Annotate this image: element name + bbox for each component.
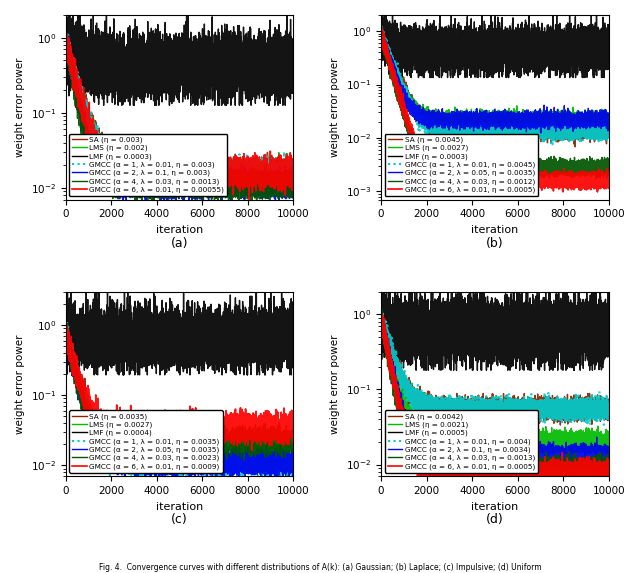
Y-axis label: weight error power: weight error power — [15, 334, 25, 434]
Text: Fig. 4.  Convergence curves with different distributions of A(k): (a) Gaussian; : Fig. 4. Convergence curves with differen… — [99, 563, 541, 572]
X-axis label: iteration: iteration — [156, 501, 203, 512]
Y-axis label: weight error power: weight error power — [15, 57, 25, 157]
Text: (c): (c) — [171, 513, 188, 526]
Text: (a): (a) — [171, 237, 188, 250]
Text: (b): (b) — [486, 237, 504, 250]
X-axis label: iteration: iteration — [471, 225, 518, 235]
Legend: SA (η = 0.003), LMS (η = 0.002), LMF (η = 0.0003), GMCC (α = 1, λ = 0.01, η = 0.: SA (η = 0.003), LMS (η = 0.002), LMF (η … — [69, 134, 227, 196]
Text: (d): (d) — [486, 513, 504, 526]
Legend: SA (η = 0.0045), LMS (η = 0.0027), LMF (η = 0.0003), GMCC (α = 1, λ = 0.01, η = : SA (η = 0.0045), LMS (η = 0.0027), LMF (… — [385, 134, 538, 196]
Y-axis label: weight error power: weight error power — [330, 334, 340, 434]
X-axis label: iteration: iteration — [156, 225, 203, 235]
Legend: SA (η = 0.0035), LMS (η = 0.0027), LMF (η = 0.0004), GMCC (α = 1, λ = 0.01, η = : SA (η = 0.0035), LMS (η = 0.0027), LMF (… — [69, 410, 223, 473]
Y-axis label: weight error power: weight error power — [330, 57, 340, 157]
Legend: SA (η = 0.0042), LMS (η = 0.0021), LMF (η = 0.0005), GMCC (α = 1, λ = 0.01, η = : SA (η = 0.0042), LMS (η = 0.0021), LMF (… — [385, 410, 538, 473]
X-axis label: iteration: iteration — [471, 501, 518, 512]
